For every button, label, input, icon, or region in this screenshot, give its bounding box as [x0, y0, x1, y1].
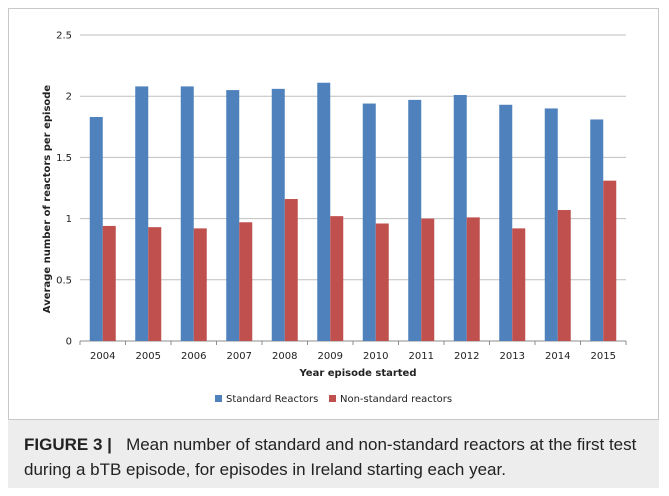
bar-non-standard-2011: [421, 218, 435, 341]
legend-label-non-standard: Non-standard reactors: [340, 394, 452, 405]
chart-frame: 0 0.5 1 1.5 2 2.5 2004 2005 2006 2007 2008 2009 201…: [8, 8, 659, 420]
x-tick-label: 2012: [454, 351, 479, 362]
bars: [89, 82, 617, 342]
bar-standard-2004: [89, 117, 103, 342]
x-tick-label: 2010: [363, 351, 388, 362]
y-tick-label: 1: [66, 214, 72, 225]
caption-body: Mean number of standard and non-standard…: [24, 435, 637, 479]
legend-swatch-standard: [215, 395, 222, 402]
x-tick-label: 2011: [409, 351, 434, 362]
x-tick-label: 2004: [90, 351, 115, 362]
legend: Standard Reactors Non-standard reactors: [215, 394, 452, 405]
bar-non-standard-2014: [557, 210, 571, 341]
x-tick-label: 2014: [545, 351, 570, 362]
bar-standard-2005: [135, 86, 149, 342]
x-tick-label: 2015: [591, 351, 616, 362]
y-tick-label: 1.5: [56, 153, 72, 164]
bar-standard-2011: [408, 99, 422, 341]
y-tick-label: 2.5: [56, 31, 72, 42]
bar-non-standard-2006: [193, 228, 207, 341]
bar-standard-2013: [499, 104, 513, 341]
bar-standard-2007: [226, 90, 240, 341]
bar-non-standard-2008: [284, 199, 298, 341]
bar-standard-2009: [317, 82, 331, 342]
x-tick-labels: 2004 2005 2006 2007 2008 2009 2010 2011 2012 2013…: [79, 341, 627, 362]
bar-non-standard-2005: [148, 227, 162, 341]
x-tick-label: 2007: [227, 351, 252, 362]
bar-non-standard-2009: [330, 216, 344, 341]
x-axis-title: Year episode started: [298, 368, 416, 379]
x-tick-label: 2009: [318, 351, 343, 362]
bar-non-standard-2015: [603, 180, 617, 341]
bar-standard-2006: [180, 86, 194, 342]
bar-standard-2012: [453, 94, 467, 341]
bar-standard-2014: [544, 108, 558, 341]
caption-paragraph: FIGURE 3 | Mean number of standard and n…: [24, 432, 647, 482]
bar-standard-2015: [590, 119, 604, 342]
y-tick-label: 2: [66, 92, 72, 103]
y-tick-label: 0.5: [56, 275, 72, 286]
bar-non-standard-2010: [375, 223, 389, 341]
legend-label-standard: Standard Reactors: [226, 394, 318, 405]
bar-standard-2010: [362, 103, 376, 341]
bar-non-standard-2004: [102, 225, 116, 341]
gridlines: [80, 34, 626, 342]
bar-non-standard-2007: [239, 222, 253, 341]
bar-chart: 0 0.5 1 1.5 2 2.5 2004 2005 2006 2007 2008 2009 201…: [42, 31, 627, 405]
y-tick-label: 0: [66, 337, 72, 348]
x-tick-label: 2006: [181, 351, 206, 362]
x-tick-label: 2005: [136, 351, 161, 362]
bar-standard-2008: [271, 88, 285, 341]
y-tick-labels: 0 0.5 1 1.5 2 2.5: [56, 31, 72, 348]
legend-swatch-non-standard: [329, 395, 336, 402]
bar-non-standard-2013: [512, 228, 526, 341]
x-tick-label: 2013: [500, 351, 525, 362]
bar-non-standard-2012: [466, 217, 480, 341]
y-axis-title: Average number of reactors per episode: [42, 85, 53, 314]
x-tick-label: 2008: [272, 351, 297, 362]
figure-caption: FIGURE 3 | Mean number of standard and n…: [8, 420, 659, 488]
caption-label: FIGURE 3 |: [24, 435, 112, 454]
